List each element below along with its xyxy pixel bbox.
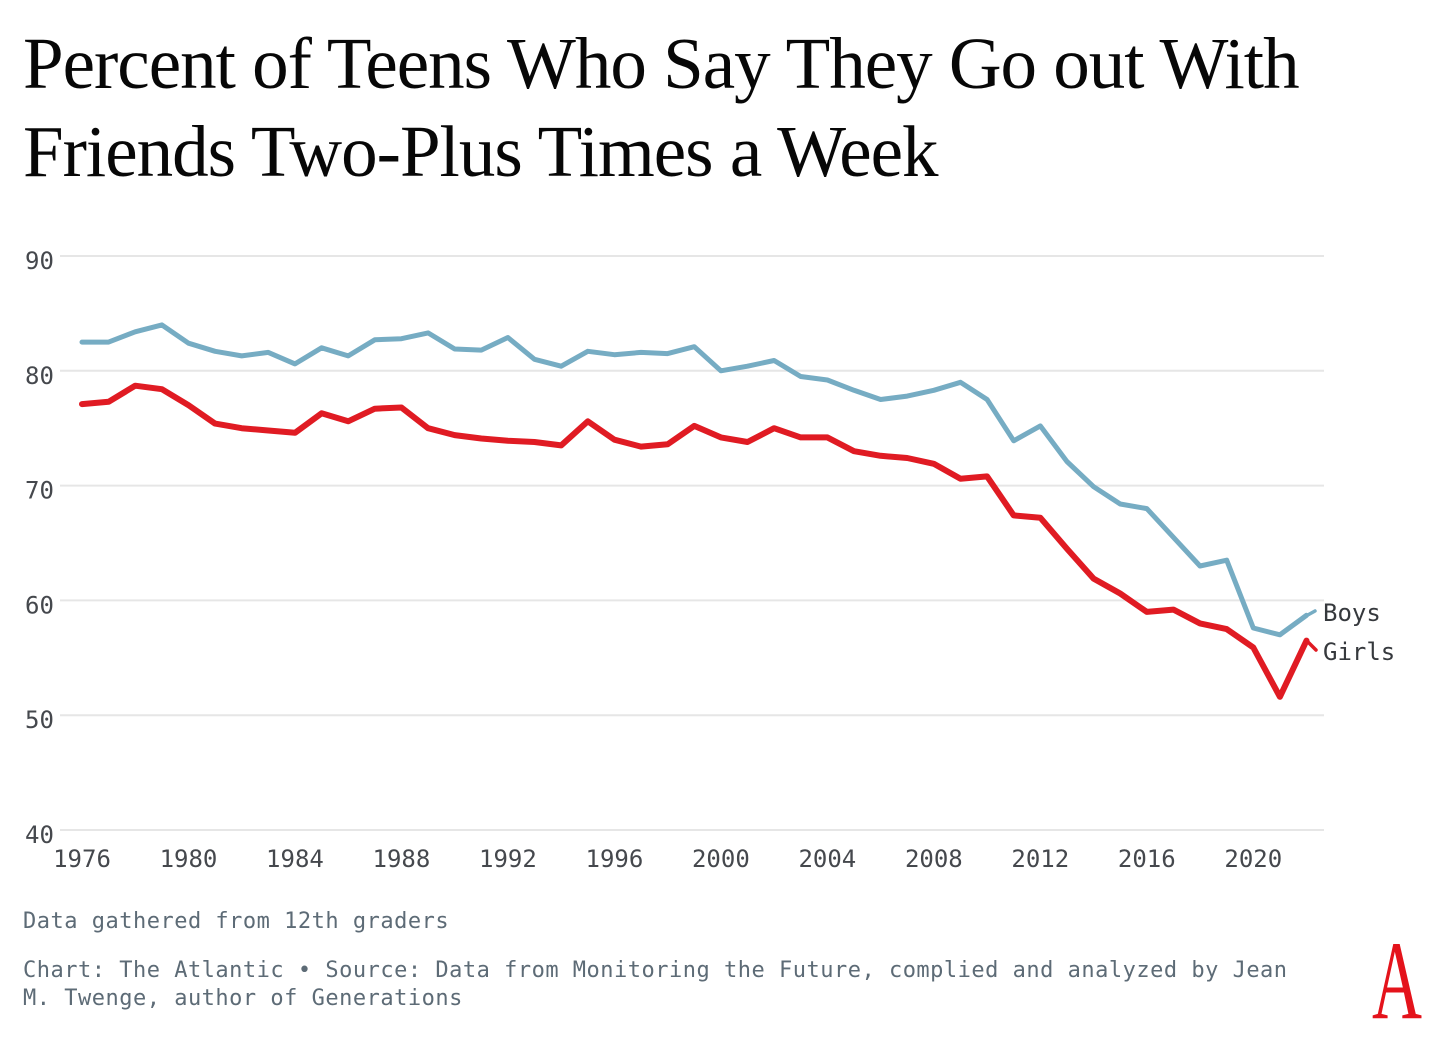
y-tick-label-50: 50	[25, 706, 54, 734]
chart-footnote: Data gathered from 12th graders	[23, 909, 450, 934]
series-lines	[79, 322, 1310, 700]
source-line2: M. Twenge, author of Generations	[23, 985, 463, 1011]
chart-title: Percent of Teens Who Say They Go out Wit…	[23, 20, 1423, 196]
legend-label-boys: Boys	[1323, 599, 1381, 627]
chart-title-line2: Friends Two-Plus Times a Week	[23, 111, 939, 192]
chart-title-line1: Percent of Teens Who Say They Go out Wit…	[23, 23, 1300, 104]
chart-source-credit: Chart: The Atlantic • Source: Data from …	[23, 957, 1363, 1012]
legend-label-girls: Girls	[1323, 638, 1395, 666]
y-tick-label-40: 40	[25, 821, 54, 849]
source-line1: Chart: The Atlantic • Source: Data from …	[23, 958, 1288, 983]
gridlines	[60, 255, 1324, 831]
x-axis-labels: 1976 1980 1984 1988 1992 1996 2000 2004 2008 2012…	[53, 845, 1282, 873]
x-tick-label-2012: 2012	[1011, 845, 1069, 873]
x-tick-label-1984: 1984	[266, 845, 324, 873]
x-tick-label-1996: 1996	[586, 845, 644, 873]
x-tick-label-1980: 1980	[160, 845, 218, 873]
y-axis-labels: 90 80 70 60 50 40	[25, 247, 54, 849]
boys-legend-dash	[1304, 609, 1317, 618]
x-tick-label-2000: 2000	[692, 845, 750, 873]
x-tick-label-1992: 1992	[479, 845, 537, 873]
boys-line	[79, 322, 1309, 638]
y-tick-label-80: 80	[25, 362, 54, 390]
legend: Boys Girls	[1304, 599, 1395, 666]
girls-line	[79, 382, 1310, 700]
x-tick-label-2008: 2008	[905, 845, 963, 873]
x-tick-label-1988: 1988	[373, 845, 431, 873]
y-tick-label-90: 90	[25, 247, 54, 275]
y-tick-label-60: 60	[25, 591, 54, 619]
girls-legend-dash	[1305, 639, 1318, 652]
x-tick-label-1976: 1976	[53, 845, 111, 873]
x-tick-label-2016: 2016	[1118, 845, 1176, 873]
x-tick-label-2020: 2020	[1224, 845, 1282, 873]
atlantic-logo: A	[1372, 919, 1422, 1040]
y-tick-label-70: 70	[25, 477, 54, 505]
x-tick-label-2004: 2004	[798, 845, 856, 873]
